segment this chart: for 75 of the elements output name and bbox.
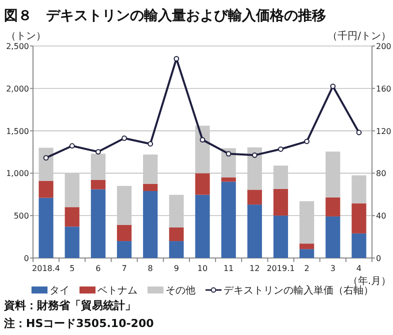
x-tick-label: 4 (356, 264, 362, 273)
point (252, 152, 258, 158)
y2-tick-label: 80 (376, 169, 386, 178)
y-tick-label: 1,000 (6, 169, 29, 178)
point (226, 151, 232, 156)
y-tick-label: 0 (24, 254, 29, 263)
x-tick-label: 9 (174, 264, 179, 273)
y-tick-label: 500 (14, 212, 29, 221)
text: 資料：財務省「貿易統計」 (3, 299, 136, 312)
legend-label: デキストリンの輸入単価（右軸） (224, 284, 374, 296)
x-tick-label: 12 (250, 264, 260, 273)
point (43, 155, 49, 161)
point (330, 84, 336, 89)
bar (300, 244, 314, 250)
x-tick-label: 7 (122, 264, 127, 273)
point (174, 56, 180, 62)
bar (326, 197, 340, 216)
y-tick-label: 1,500 (6, 126, 29, 136)
bar (143, 191, 158, 258)
bar (116, 241, 132, 258)
bar (64, 207, 80, 227)
bar (221, 177, 236, 182)
bar (352, 203, 366, 234)
x-tick-label: 2018.4 (32, 264, 60, 273)
y2-tick-label: 160 (376, 84, 392, 94)
bar (352, 233, 366, 258)
point (200, 137, 206, 143)
x-tick-label: 11 (223, 264, 234, 273)
y2-tick-label: 0 (376, 254, 382, 263)
bar (326, 216, 340, 258)
legend-label: タイ (50, 286, 70, 296)
x-tick-label: 10 (197, 264, 208, 273)
point (148, 141, 154, 147)
point (122, 136, 127, 141)
text: 注：HSコード3505.10-200 (3, 317, 154, 330)
point (69, 143, 75, 149)
point (356, 130, 362, 136)
x-tick-label: 5 (70, 264, 75, 273)
bar (221, 182, 236, 258)
bar (90, 180, 106, 190)
y2-tick-label: 200 (376, 42, 392, 51)
bar (64, 226, 80, 258)
bar (247, 190, 262, 205)
bar (143, 184, 158, 192)
bar (195, 173, 210, 195)
bar (38, 180, 54, 198)
point (278, 146, 284, 152)
point (95, 149, 101, 154)
y2-tick-label: 120 (376, 126, 392, 136)
bar (273, 216, 288, 258)
bar (116, 224, 132, 242)
legend-label: ベトナム (98, 286, 138, 296)
y-tick-label: 2,000 (6, 84, 29, 94)
y-axis-title: （トン） (6, 31, 46, 42)
bar (195, 194, 210, 258)
y2-axis-title: （千円/トン） (328, 30, 391, 42)
y-tick-label: 2,500 (6, 42, 29, 51)
bar (300, 249, 314, 258)
bar (273, 188, 288, 216)
bar (169, 227, 184, 242)
x-tick-label: 3 (330, 264, 336, 273)
bar (38, 198, 54, 258)
point (304, 138, 310, 144)
y2-tick-label: 40 (376, 212, 386, 221)
legend-label: その他 (166, 284, 196, 296)
chart-title: 図８ デキストリンの輸入量および輸入価格の推移 (4, 8, 326, 24)
x-tick-label: 6 (96, 264, 101, 273)
bar (169, 241, 184, 258)
bar (352, 175, 366, 204)
x-tick-label: 2 (304, 264, 310, 273)
x-axis-title: （年.月） (348, 275, 391, 287)
bar (247, 204, 262, 258)
x-tick-label: 8 (148, 264, 153, 273)
x-tick-label: 2019.1 (266, 264, 295, 273)
bar (90, 189, 106, 258)
